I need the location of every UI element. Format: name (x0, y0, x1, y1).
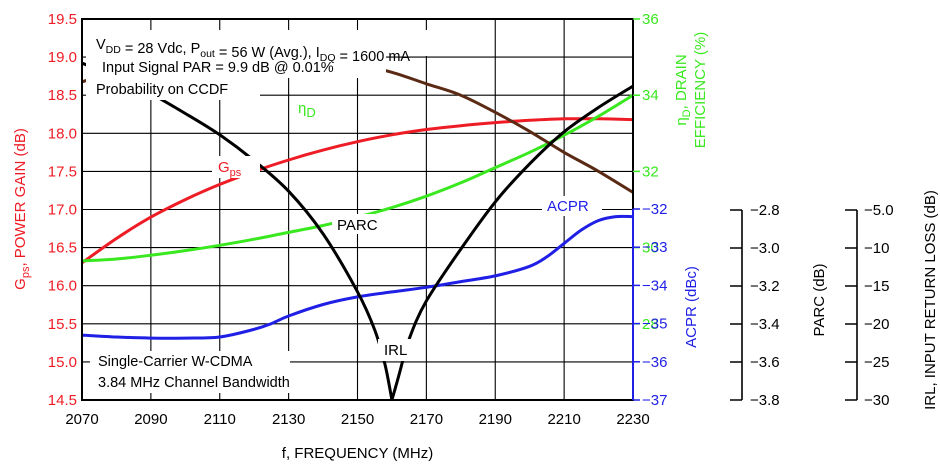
irl-tick-label: −10 (864, 240, 889, 257)
eff-axis-label-line2: EFFICIENCY (%) (692, 32, 709, 148)
gain-tick-label: 19.5 (48, 11, 77, 28)
conditions-bg-1 (86, 30, 470, 56)
signal-line-1: Single-Carrier W-CDMA (98, 354, 253, 370)
irl-label-bg (378, 339, 418, 361)
series-line-gain (81, 117, 634, 265)
gain-tick-label: 19.0 (48, 49, 77, 66)
parc-axis-label: PARC (dB) (811, 263, 828, 336)
x-tick-label: 2230 (616, 411, 649, 428)
eff-tick-label: 36 (642, 11, 659, 28)
parc-tick-label: −3.2 (750, 278, 780, 295)
gain-tick-label: 15.5 (48, 316, 77, 333)
parc-tick-label: −2.8 (750, 202, 780, 219)
gain-tick-label: 14.5 (48, 392, 77, 409)
gain-tick-label: 17.5 (48, 163, 77, 180)
series-label-acpr: ACPR (547, 198, 589, 215)
parc-label-bg (332, 214, 390, 234)
irl-tick-label: −25 (864, 354, 889, 371)
x-tick-label: 2150 (341, 411, 374, 428)
x-tick-label: 2110 (204, 411, 236, 428)
signal-bg-1 (90, 351, 290, 371)
x-tick-label: 2210 (547, 411, 580, 428)
gain-tick-label: 17.0 (48, 202, 77, 219)
irl-tick-label: −30 (864, 392, 889, 409)
x-tick-label: 2190 (479, 411, 512, 428)
signal-line-2: 3.84 MHz Channel Bandwidth (98, 375, 290, 391)
gain-label-bg (212, 156, 260, 178)
acpr-tick-label: −37 (642, 392, 667, 409)
conditions-bg-3 (86, 78, 260, 100)
gain-tick-label: 18.0 (48, 125, 77, 142)
eff-tick-label: 32 (642, 163, 659, 180)
x-tick-label: 2130 (272, 411, 305, 428)
gain-axis-label: Gps, POWER GAIN (dB) (12, 128, 32, 290)
eff-label-bg (290, 97, 334, 121)
gain-tick-label: 18.5 (48, 87, 77, 104)
gain-tick-label: 16.0 (48, 278, 77, 295)
irl-tick-label: −5.0 (864, 202, 894, 219)
eff-tick-label: 34 (642, 87, 659, 104)
conditions-line-2: Input Signal PAR = 9.9 dB @ 0.01% (102, 60, 334, 76)
irl-axis-label: IRL, INPUT RETURN LOSS (dB) (922, 190, 939, 410)
signal-bg-2 (90, 371, 318, 393)
acpr-tick-label: −32 (642, 201, 667, 218)
acpr-tick-label: −34 (642, 277, 667, 294)
x-tick-label: 2170 (410, 411, 443, 428)
conditions-bg-2 (86, 56, 386, 78)
irl-tick-label: −20 (864, 316, 889, 333)
chart-axes: 2070 2090 2110 2130 2150 2170 2190 2210 2230 14.5… (48, 11, 894, 428)
series-label-parc: PARC (337, 217, 378, 234)
gain-tick-label: 16.5 (48, 240, 77, 257)
series-label-irl: IRL (384, 342, 407, 359)
series-label-eff: ηD (298, 100, 316, 120)
chart-grid (82, 19, 633, 400)
conditions-line-3: Probability on CCDF (96, 82, 228, 98)
eff-tick-label: 28 (642, 316, 659, 333)
eff-axis-label-line1: ηD, DRAIN (673, 54, 693, 125)
acpr-axis-label: ACPR (dBc) (683, 266, 700, 348)
conditions-line-1: VDD = 28 Vdc, Pout = 56 W (Avg.), IDQ = … (96, 37, 410, 65)
acpr-tick-label: −36 (642, 354, 667, 371)
gain-tick-label: 15.0 (48, 354, 77, 371)
acpr-tick-label: −33 (642, 239, 667, 256)
irl-tick-label: −15 (864, 278, 889, 295)
eff-tick-label: 30 (642, 240, 659, 257)
parc-tick-label: −3.8 (750, 392, 780, 409)
parc-tick-label: −3.0 (750, 240, 780, 257)
acpr-label-bg (542, 196, 602, 216)
x-tick-label: 2090 (134, 411, 167, 428)
x-tick-label: 2070 (65, 411, 98, 428)
series-line-acpr (81, 214, 634, 340)
parc-tick-label: −3.6 (750, 354, 780, 371)
chart-labels: f, FREQUENCY (MHz) Gps, POWER GAIN (dB) ηD… (12, 30, 939, 462)
parc-tick-label: −3.4 (750, 316, 780, 333)
x-axis-label: f, FREQUENCY (MHz) (282, 445, 433, 462)
acpr-tick-label: −35 (642, 316, 667, 333)
